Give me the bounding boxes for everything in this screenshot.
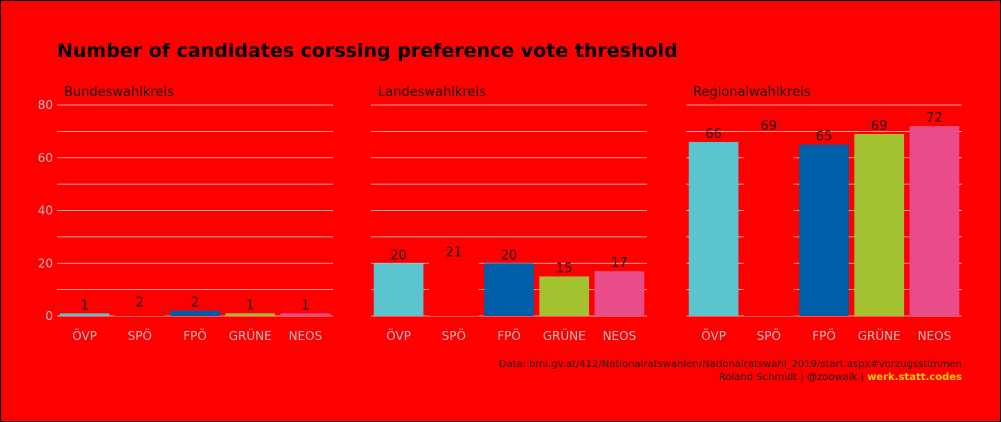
x-tick-label: SPÖ [128,327,152,343]
panel-title: Regionalwahlkreis [693,85,811,100]
x-tick-label: GRÜNE [858,327,901,343]
x-tick-label: FPÖ [497,327,521,343]
bar [428,260,479,316]
data-label: 20 [501,248,518,263]
bar [539,276,590,316]
bar [799,144,849,316]
data-label: 72 [926,111,943,126]
data-label: 69 [761,119,778,134]
data-label: 1 [80,298,88,313]
bar [170,310,220,316]
data-label: 2 [191,296,199,311]
author-text: Roland Schmidt | @zoowalk | [719,372,867,383]
bar [59,313,110,316]
bar [484,263,534,316]
data-label: 21 [446,246,463,261]
x-tick-label: ÖVP [701,327,726,343]
x-tick-label: GRÜNE [229,327,272,343]
data-label: 69 [871,119,888,134]
y-tick-label: 80 [38,98,53,112]
data-label: 15 [556,261,573,276]
x-tick-label: GRÜNE [543,327,586,343]
x-tick-label: SPÖ [442,327,466,343]
x-tick-label: NEOS [603,329,637,343]
x-tick-label: FPÖ [183,327,207,343]
x-tick-label: FPÖ [812,327,836,343]
data-label: 20 [390,248,407,263]
bar [225,313,276,316]
x-tick-label: ÖVP [72,327,97,343]
data-label: 66 [705,127,722,142]
author-caption: Roland Schmidt | @zoowalk | werk.statt.c… [719,372,962,383]
y-tick-label: 60 [38,151,53,165]
panel-bundeswahlkreis: Bundeswahlkreis 0 20 40 60 80 1 ÖVP 2 SPÖ 2 FPÖ 1 GRÜ… [38,85,333,343]
bar [594,271,645,316]
chart-title: Number of candidates corssing preference… [57,40,678,62]
brand-text: werk.statt.codes [867,372,962,383]
data-label: 17 [611,256,628,271]
y-tick-label: 0 [45,309,53,323]
y-tick-label: 40 [38,204,53,218]
bar [743,134,794,316]
x-tick-label: SPÖ [757,327,781,343]
data-label: 2 [136,296,144,311]
bar [688,141,739,316]
chart-panels: Bundeswahlkreis 0 20 40 60 80 1 ÖVP 2 SPÖ 2 FPÖ 1 GRÜ… [38,85,962,343]
bar [114,310,165,316]
data-label: 1 [301,298,309,313]
bar [373,263,424,316]
panel-title: Landeswahlkreis [378,85,486,100]
x-tick-label: NEOS [918,329,952,343]
source-caption: Data: bmi.gv.at/412/Nationalratswahlen/N… [499,359,962,370]
panel-landeswahlkreis: Landeswahlkreis 20 ÖVP 21 SPÖ 20 FPÖ 15 GRÜNE 17 N… [371,85,647,343]
data-label: 65 [816,130,833,145]
bar [280,313,331,316]
panel-title: Bundeswahlkreis [64,85,174,100]
x-tick-label: ÖVP [386,327,411,343]
panel-regionalwahlkreis: Regionalwahlkreis 66 ÖVP 69 SPÖ 65 FPÖ 69 GRÜNE 7… [686,85,962,343]
bar [909,126,960,316]
y-tick-label: 20 [38,256,53,270]
data-label: 1 [246,298,254,313]
x-tick-label: NEOS [289,329,323,343]
bar [854,134,905,316]
